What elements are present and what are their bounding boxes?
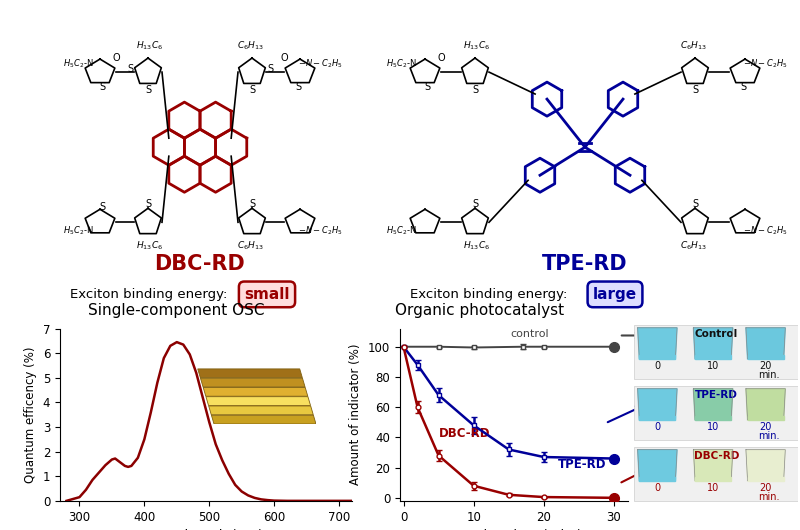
Text: $H_5C_2$-N: $H_5C_2$-N [62, 224, 94, 236]
Text: 20: 20 [759, 422, 772, 432]
FancyBboxPatch shape [634, 447, 798, 501]
Text: S: S [249, 199, 255, 209]
Text: 20: 20 [759, 361, 772, 371]
Polygon shape [639, 416, 675, 420]
Text: $H_{13}C_6$: $H_{13}C_6$ [137, 240, 163, 252]
Text: $C_6H_{13}$: $C_6H_{13}$ [679, 39, 706, 51]
Polygon shape [198, 369, 302, 378]
Text: $H_{13}C_6$: $H_{13}C_6$ [137, 39, 163, 51]
Text: $C_6H_{13}$: $C_6H_{13}$ [237, 240, 263, 252]
Polygon shape [201, 378, 305, 387]
Polygon shape [211, 415, 316, 424]
Text: S: S [127, 64, 133, 74]
Text: control: control [510, 329, 549, 339]
Polygon shape [746, 328, 786, 359]
Text: S: S [249, 85, 255, 95]
Text: DBC-RD: DBC-RD [154, 254, 246, 275]
Text: O: O [112, 53, 120, 63]
Text: $C_6H_{13}$: $C_6H_{13}$ [679, 240, 706, 252]
Text: TPE-RD: TPE-RD [542, 254, 628, 275]
Text: O: O [437, 53, 445, 63]
Text: O: O [280, 53, 288, 63]
Text: S: S [472, 199, 478, 209]
Text: $-N-C_2H_5$: $-N-C_2H_5$ [298, 58, 342, 70]
Polygon shape [747, 477, 784, 481]
Text: S: S [472, 85, 478, 95]
Polygon shape [695, 416, 731, 420]
Polygon shape [694, 328, 733, 359]
Text: S: S [99, 202, 105, 213]
Polygon shape [203, 387, 308, 396]
Text: large: large [593, 287, 637, 302]
Text: Single-component OSC: Single-component OSC [88, 303, 264, 317]
Text: S: S [145, 199, 151, 209]
Polygon shape [206, 396, 310, 405]
Text: $-N-C_2H_5$: $-N-C_2H_5$ [742, 58, 787, 70]
Text: min.: min. [758, 492, 780, 502]
Text: small: small [244, 287, 290, 302]
Polygon shape [695, 355, 731, 359]
Text: 0: 0 [654, 361, 661, 371]
Text: $H_5C_2$-N: $H_5C_2$-N [386, 58, 416, 70]
Text: Exciton binding energy:: Exciton binding energy: [410, 288, 567, 301]
Text: $H_{13}C_6$: $H_{13}C_6$ [463, 39, 490, 51]
Text: Organic photocatalyst: Organic photocatalyst [395, 303, 565, 317]
Text: S: S [295, 82, 301, 92]
Polygon shape [694, 389, 733, 420]
X-axis label: Reaction time (min.): Reaction time (min.) [446, 529, 582, 530]
Text: S: S [145, 85, 151, 95]
Polygon shape [639, 355, 675, 359]
Text: DBC-RD: DBC-RD [438, 427, 490, 440]
Text: $C_6H_{13}$: $C_6H_{13}$ [237, 39, 263, 51]
Text: S: S [692, 85, 698, 95]
Text: Exciton binding energy:: Exciton binding energy: [70, 288, 227, 301]
Text: S: S [99, 82, 105, 92]
Text: min.: min. [758, 370, 780, 381]
FancyBboxPatch shape [634, 325, 798, 379]
Text: $H_5C_2$-N: $H_5C_2$-N [386, 224, 416, 236]
FancyBboxPatch shape [634, 386, 798, 440]
Text: 10: 10 [707, 422, 719, 432]
Text: S: S [740, 82, 746, 92]
Text: min.: min. [758, 431, 780, 441]
Polygon shape [695, 477, 731, 481]
Polygon shape [746, 389, 786, 420]
Text: 0: 0 [654, 422, 661, 432]
Text: $H_{13}C_6$: $H_{13}C_6$ [463, 240, 490, 252]
Text: 20: 20 [759, 483, 772, 493]
Text: 10: 10 [707, 483, 719, 493]
Text: 10: 10 [707, 361, 719, 371]
Text: TPE-RD: TPE-RD [558, 457, 606, 471]
Text: DBC-RD: DBC-RD [694, 451, 739, 461]
Polygon shape [638, 389, 677, 420]
Y-axis label: Quantum efficency (%): Quantum efficency (%) [24, 347, 38, 483]
X-axis label: Wavelength (nm): Wavelength (nm) [149, 529, 263, 530]
Text: S: S [424, 82, 430, 92]
Text: Control: Control [694, 329, 738, 339]
Text: S: S [267, 64, 273, 74]
Polygon shape [209, 406, 314, 415]
Polygon shape [638, 449, 677, 481]
Polygon shape [747, 416, 784, 420]
Text: $H_5C_2$-N: $H_5C_2$-N [62, 58, 94, 70]
Text: 0: 0 [654, 483, 661, 493]
Text: TPE-RD: TPE-RD [695, 390, 738, 400]
Polygon shape [746, 449, 786, 481]
Polygon shape [694, 449, 733, 481]
Polygon shape [747, 355, 784, 359]
Text: $-N-C_2H_5$: $-N-C_2H_5$ [298, 224, 342, 236]
Y-axis label: Amount of indicator (%): Amount of indicator (%) [350, 344, 362, 485]
Polygon shape [639, 477, 675, 481]
Text: $-N-C_2H_5$: $-N-C_2H_5$ [742, 224, 787, 236]
Polygon shape [638, 328, 677, 359]
Text: S: S [692, 199, 698, 209]
